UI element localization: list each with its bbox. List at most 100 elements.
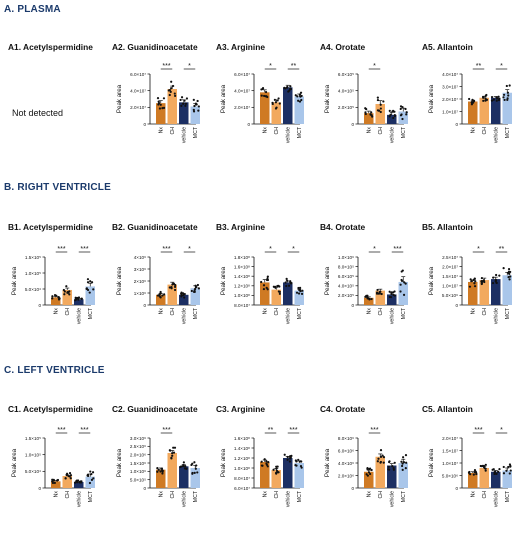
significance-label: *: [373, 63, 376, 70]
bar-vehicle: [491, 279, 501, 305]
y-tick-label: 4.0×10⁷: [234, 88, 250, 93]
y-tick-label: 0: [143, 122, 146, 127]
x-tick-label: Nx: [158, 127, 164, 134]
data-point: [51, 295, 54, 298]
chart-b1: 0 5.0×10⁴ 1.0×10⁵ 1.5×10⁵ Peak area Nx CH vehic…: [11, 246, 95, 324]
y-tick-label: 3.0×10⁷: [442, 84, 458, 89]
data-point: [273, 98, 276, 101]
chart-c3: 6.0×10⁷ 8.0×10⁷ 1.0×10⁸ 1.2×10⁸ 1.4×10⁸ 1.6×1…: [220, 427, 304, 507]
data-point: [286, 279, 289, 282]
data-point: [76, 479, 80, 482]
significance-label: ***: [474, 427, 482, 434]
y-tick-label: 1.0×10⁶: [338, 255, 354, 260]
y-axis-label: Peak area: [428, 84, 435, 113]
data-point: [299, 91, 303, 94]
x-tick-label: CH: [482, 308, 488, 316]
data-point: [266, 275, 269, 278]
chart-a3: 0 2.0×10⁷ 4.0×10⁷ 6.0×10⁷ Peak area Nx CH vehic…: [220, 63, 304, 143]
data-point: [183, 296, 186, 299]
bar-ch: [375, 104, 385, 124]
data-point: [159, 470, 162, 473]
bar-mct: [190, 106, 200, 124]
data-point: [62, 288, 65, 292]
data-point: [56, 479, 59, 482]
data-point: [473, 282, 476, 285]
y-tick-label: 2.0×10⁶: [130, 452, 146, 457]
y-tick-label: 1.0×10⁷: [442, 109, 458, 114]
x-tick-label: CH: [378, 127, 384, 135]
data-point: [490, 99, 494, 102]
data-point: [470, 103, 474, 106]
data-point: [497, 470, 500, 473]
data-point: [368, 297, 371, 301]
data-point: [87, 474, 90, 478]
data-point: [266, 278, 270, 282]
chart-c4: 0 2.0×10⁶ 4.0×10⁶ 6.0×10⁶ 8.0×10⁶ Peak area Nx…: [324, 427, 408, 507]
data-point: [300, 466, 303, 469]
chart-a5: 0 1.0×10⁷ 2.0×10⁷ 3.0×10⁷ 4.0×10⁷ Peak area Nx…: [428, 63, 512, 143]
data-point: [264, 90, 268, 94]
bar-vehicle: [387, 294, 397, 305]
y-tick-label: 1.0×10⁶: [130, 469, 146, 474]
significance-label: *: [477, 246, 480, 253]
data-point: [276, 471, 280, 474]
data-point: [182, 461, 185, 464]
y-tick-label: 8.0×10⁷: [234, 303, 250, 308]
data-point: [57, 295, 60, 299]
bar-mct: [294, 290, 304, 305]
data-point: [482, 464, 486, 468]
data-point: [190, 289, 193, 293]
data-point: [508, 272, 511, 276]
data-point: [404, 467, 407, 470]
x-tick-label: CH: [170, 308, 176, 316]
data-point: [265, 286, 268, 289]
data-point: [474, 470, 477, 473]
data-point: [262, 287, 266, 291]
data-point: [404, 454, 408, 457]
data-point: [405, 461, 408, 464]
x-tick-label: MCT: [401, 126, 407, 138]
data-point: [274, 285, 277, 288]
data-point: [196, 283, 200, 287]
data-point: [180, 96, 184, 99]
y-tick-label: 1×10⁶: [134, 291, 146, 296]
data-point: [508, 463, 512, 466]
data-point: [388, 115, 391, 118]
bar-vehicle: [283, 282, 293, 305]
data-point: [382, 100, 385, 103]
y-axis-label: Peak area: [220, 266, 227, 295]
data-point: [484, 467, 487, 470]
data-point: [276, 99, 279, 102]
data-point: [405, 113, 408, 116]
data-point: [285, 284, 288, 288]
x-tick-label: vehicle: [389, 491, 395, 507]
data-point: [159, 291, 162, 295]
y-tick-label: 1.8×10⁸: [234, 255, 250, 260]
significance-label: *: [292, 246, 295, 253]
data-point: [53, 293, 57, 297]
panel-title-b4: B4. Orotate: [320, 222, 366, 232]
bar-mct: [398, 111, 408, 124]
x-tick-label: CH: [482, 127, 488, 135]
section-title-right-ventricle: B. RIGHT VENTRICLE: [4, 182, 111, 193]
y-tick-label: 0: [38, 303, 41, 308]
y-axis-label: Peak area: [11, 266, 18, 295]
data-point: [381, 454, 384, 457]
x-tick-label: MCT: [297, 307, 303, 319]
data-point: [401, 117, 404, 121]
data-point: [272, 468, 275, 471]
data-point: [51, 297, 54, 300]
y-tick-label: 1.6×10⁸: [234, 264, 250, 269]
data-point: [400, 464, 404, 468]
data-point: [297, 458, 300, 461]
y-tick-label: 2.0×10⁷: [442, 264, 458, 269]
y-tick-label: 4.0×10⁵: [338, 88, 354, 93]
panel-title-c5: C5. Allantoin: [422, 404, 473, 414]
data-point: [65, 474, 68, 477]
bar-ch: [375, 290, 385, 305]
data-point: [376, 288, 379, 292]
bar-nx: [468, 473, 478, 488]
significance-label: ***: [289, 427, 297, 434]
panel-title-a1: A1. Acetylspermidine: [8, 42, 93, 52]
significance-label: *: [188, 246, 191, 253]
